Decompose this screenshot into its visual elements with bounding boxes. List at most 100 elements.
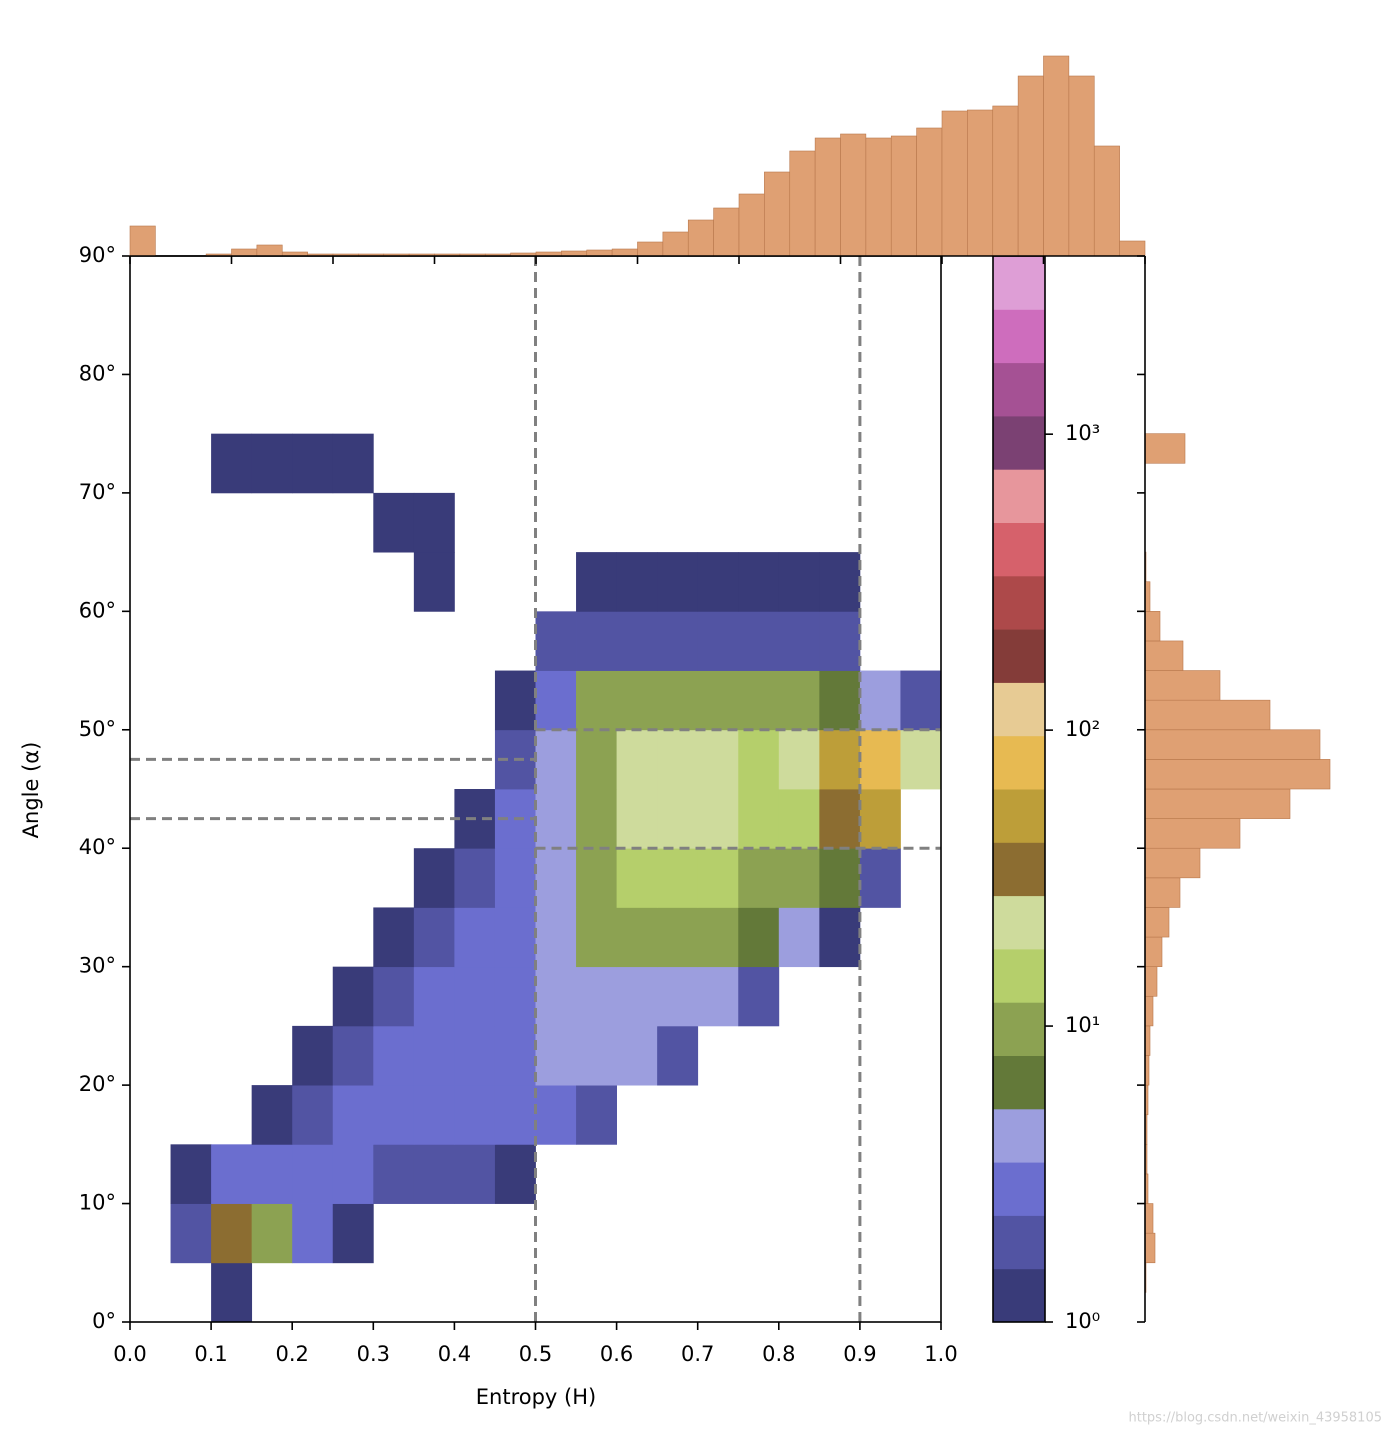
density-cell [251, 1144, 293, 1204]
density-cell [454, 1144, 496, 1204]
density-cell [413, 492, 455, 553]
colorbar-segment [993, 1162, 1045, 1216]
density-cell [494, 1085, 536, 1145]
density-cell [454, 1025, 496, 1086]
density-cell [413, 1144, 455, 1204]
density-cell [778, 789, 820, 849]
density-cell [535, 611, 577, 671]
density-cell [211, 433, 253, 494]
density-cell [657, 611, 699, 671]
colorbar-tick-label: 10¹ [1065, 1013, 1100, 1037]
colorbar-segment [993, 1108, 1045, 1163]
histogram-bar [1144, 788, 1291, 819]
density-cell [697, 552, 739, 612]
x-tick-label: 0.4 [438, 1342, 471, 1366]
density-cell [332, 1144, 374, 1204]
x-tick-label: 0.1 [194, 1342, 227, 1366]
density-cell [373, 1144, 415, 1204]
density-cell [211, 1203, 253, 1264]
density-cell [778, 611, 820, 671]
density-cell [535, 966, 577, 1027]
density-cell [332, 433, 374, 494]
colorbar-segment [993, 1002, 1045, 1056]
density-cell [373, 1025, 415, 1086]
density-cell [616, 670, 658, 731]
density-cell [292, 1085, 334, 1145]
density-cell [454, 907, 496, 968]
density-cell [373, 907, 415, 968]
histogram-bar [1144, 433, 1186, 464]
colorbar-tick-label: 10⁰ [1065, 1309, 1100, 1333]
colorbar-tick-label: 10² [1065, 717, 1100, 741]
y-tick-label: 60° [79, 598, 116, 622]
density-cell [778, 729, 820, 790]
watermark: https://blog.csdn.net/weixin_43958105 [1128, 1411, 1382, 1426]
histogram-bar [662, 231, 689, 257]
density-cell [657, 848, 699, 908]
y-axis-label: Angle (α) [19, 742, 43, 839]
y-tick-label: 50° [79, 717, 116, 741]
density-cell [738, 907, 780, 968]
histogram-bar [865, 137, 892, 257]
density-cell [494, 966, 536, 1027]
density-cell [332, 1085, 374, 1145]
histogram-bar [1043, 55, 1070, 257]
histogram-bar [1144, 966, 1158, 997]
density-cell [657, 907, 699, 968]
density-cell [616, 789, 658, 849]
density-cell [778, 848, 820, 908]
density-cell [373, 492, 415, 553]
density-cell [738, 848, 780, 908]
histogram-bar [1144, 818, 1241, 849]
colorbar-segment [993, 735, 1045, 790]
colorbar-segment [993, 575, 1045, 630]
histogram-bar [764, 171, 791, 257]
density-cell [413, 966, 455, 1027]
density-cell [332, 966, 374, 1027]
histogram-bar [637, 241, 664, 257]
density-cell [616, 552, 658, 612]
density-cell [211, 1144, 253, 1204]
density-cell [616, 1025, 658, 1086]
density-cell [535, 789, 577, 849]
histogram-bar [1144, 847, 1201, 879]
density-cell [454, 848, 496, 908]
y-tick-label: 70° [79, 480, 116, 504]
density-cell [738, 966, 780, 1027]
density-cell [292, 1144, 334, 1204]
density-cell [413, 848, 455, 908]
density-cell [494, 670, 536, 731]
histogram-bar [129, 225, 156, 257]
density-cell [616, 848, 658, 908]
y-tick-label: 10° [79, 1191, 116, 1215]
histogram-bar [611, 248, 638, 257]
x-tick-label: 0.9 [843, 1342, 876, 1366]
y-tick-label: 20° [79, 1072, 116, 1096]
y-tick-label: 0° [92, 1309, 116, 1333]
density-cell [292, 1203, 334, 1264]
density-cell [657, 1025, 699, 1086]
colorbar-segment [993, 522, 1045, 577]
density-cell [819, 789, 861, 849]
density-cell [859, 789, 901, 849]
colorbar-segment [993, 842, 1045, 897]
density-cell [535, 729, 577, 790]
density-cell [697, 729, 739, 790]
density-cell [859, 670, 901, 731]
colorbar-segment [993, 1215, 1045, 1270]
density-cell [616, 611, 658, 671]
density-cell [657, 670, 699, 731]
density-cell [494, 1025, 536, 1086]
density-cell [373, 1085, 415, 1145]
density-cell [576, 848, 617, 908]
density-cell [657, 789, 699, 849]
density-cell [697, 966, 739, 1027]
density-cell [535, 1085, 577, 1145]
density-cell [454, 966, 496, 1027]
density-cell [413, 552, 455, 612]
y-tick-label: 30° [79, 954, 116, 978]
density-cell [494, 1144, 536, 1204]
histogram-bar [687, 219, 714, 257]
density-cell [778, 907, 820, 968]
density-cell [657, 552, 699, 612]
